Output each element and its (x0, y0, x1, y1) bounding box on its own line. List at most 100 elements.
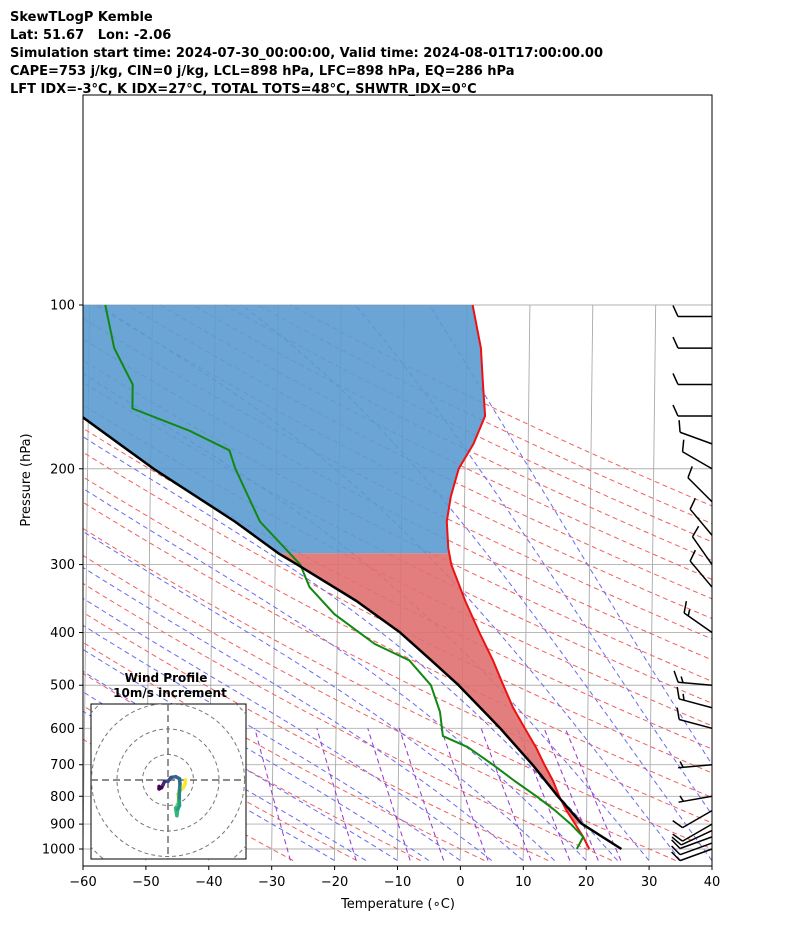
y-tick-label: 300 (50, 558, 75, 573)
wind-barb-flag (671, 839, 681, 850)
wind-barb (672, 823, 713, 842)
wind-barb (672, 373, 712, 386)
x-tick-label: −40 (195, 875, 222, 890)
y-tick-label: 100 (50, 299, 75, 314)
wind-barb (672, 305, 712, 318)
isotherm-line (585, 304, 594, 861)
wind-barb-flag (679, 761, 684, 768)
dry-adiabat-line (83, 554, 676, 861)
moist-adiabat-line (83, 597, 492, 861)
y-tick-label: 800 (50, 790, 75, 805)
wind-barb-flag (676, 707, 680, 720)
wind-barb-flag (672, 819, 683, 829)
wind-barb (672, 336, 712, 349)
wind-barb-flag (673, 670, 679, 683)
isotherm-line (522, 304, 531, 861)
wind-barb-staff (679, 836, 713, 850)
mixing-ratio-line (367, 728, 411, 861)
wind-barb-flag (671, 836, 682, 846)
moist-adiabat-line (83, 487, 587, 861)
wind-barb (673, 670, 713, 686)
x-tick-label: −10 (384, 875, 411, 890)
dry-adiabat-line (83, 476, 712, 799)
wind-barb-staff (679, 848, 713, 862)
x-tick-label: 20 (578, 875, 595, 890)
y-tick-label: 900 (50, 818, 75, 833)
dry-adiabat-line (83, 451, 712, 774)
wind-barb-flag (683, 601, 688, 614)
wind-barb (671, 842, 713, 856)
wind-barb-staff (682, 451, 713, 470)
dry-adiabat-line (83, 641, 485, 861)
y-tick-label: 200 (50, 462, 75, 477)
wind-barb-flag (678, 420, 681, 433)
wind-barb (676, 707, 713, 730)
moist-adiabat-line (83, 530, 555, 861)
wind-barb-staff (678, 795, 713, 803)
y-tick-label: 1000 (42, 843, 75, 858)
wind-barb-flag (672, 373, 679, 385)
wind-barb-staff (683, 612, 713, 634)
dewpoint-profile-line (104, 304, 585, 850)
wind-barb-staff (689, 560, 713, 588)
x-tick-label: 10 (515, 875, 532, 890)
wind-barb (689, 497, 713, 536)
y-tick-label: 400 (50, 626, 75, 641)
wind-barb-flag (681, 439, 685, 452)
wind-barb-staff (687, 477, 713, 503)
wind-barb (676, 686, 713, 709)
moist-adiabat-line (83, 566, 524, 861)
x-tick-label: −60 (69, 875, 96, 890)
wind-barb-staff (678, 698, 713, 709)
x-tick-label: −50 (132, 875, 159, 890)
isotherm-line (711, 811, 712, 861)
dry-adiabat-line (83, 527, 712, 850)
wind-barb-flag (689, 549, 697, 562)
mixing-ratio-line (564, 728, 622, 861)
cin-area (83, 305, 485, 554)
wind-barb-flag (672, 305, 679, 317)
wind-barb (672, 404, 712, 417)
chart-title: SkewTLogP Kemble (10, 10, 153, 25)
wind-barb-flag (679, 795, 685, 802)
moist-adiabat-line (83, 710, 335, 861)
cape-area (278, 553, 582, 824)
wind-barb-staff (679, 842, 713, 856)
x-tick-label: −20 (321, 875, 348, 890)
location-line: Lat: 51.67 Lon: -2.06 (10, 28, 172, 43)
parcel-profile-line (83, 415, 623, 851)
y-axis-label: Pressure (hPa) (19, 433, 34, 526)
dry-adiabat-line (83, 501, 712, 824)
y-tick-label: 500 (50, 679, 75, 694)
mixing-ratio-line (316, 728, 357, 861)
wind-barb-staff (682, 809, 713, 829)
chart-header: SkewTLogP Kemble Lat: 51.67 Lon: -2.06 S… (10, 9, 603, 99)
moist-adiabat-line (241, 304, 712, 861)
wind-barb-flag (680, 676, 684, 683)
wind-barb-staff (680, 829, 713, 846)
wind-barb-flag (671, 845, 681, 856)
wind-barb-staff (679, 431, 713, 445)
wind-barb-staff (682, 823, 713, 842)
cape-line: CAPE=753 j/kg, CIN=0 j/kg, LCL=898 hPa, … (10, 64, 515, 79)
indices-line: LFT IDX=-3°C, K IDX=27°C, TOTAL TOTS=48°… (10, 82, 477, 97)
y-tick-label: 700 (50, 758, 75, 773)
wind-barb-flag (672, 404, 679, 417)
x-tick-label: −30 (258, 875, 285, 890)
hodograph-subtitle: 10m/s increment (113, 686, 227, 700)
hodograph-title: Wind Profile (125, 671, 208, 685)
wind-barb (678, 795, 713, 803)
moist-adiabat-line (354, 304, 712, 816)
wind-barb-flag (687, 609, 691, 617)
wind-barb (683, 601, 713, 634)
wind-barb (678, 761, 713, 769)
mixing-ratio-line (440, 728, 489, 861)
y-tick-label: 600 (50, 722, 75, 737)
wind-barb-staff (678, 718, 713, 730)
x-axis-label: Temperature (∘C) (340, 897, 455, 912)
mixing-ratio-line (543, 728, 599, 861)
wind-barb-flag (676, 686, 680, 700)
wind-barb (678, 420, 713, 445)
wind-barb-flag (682, 693, 685, 701)
